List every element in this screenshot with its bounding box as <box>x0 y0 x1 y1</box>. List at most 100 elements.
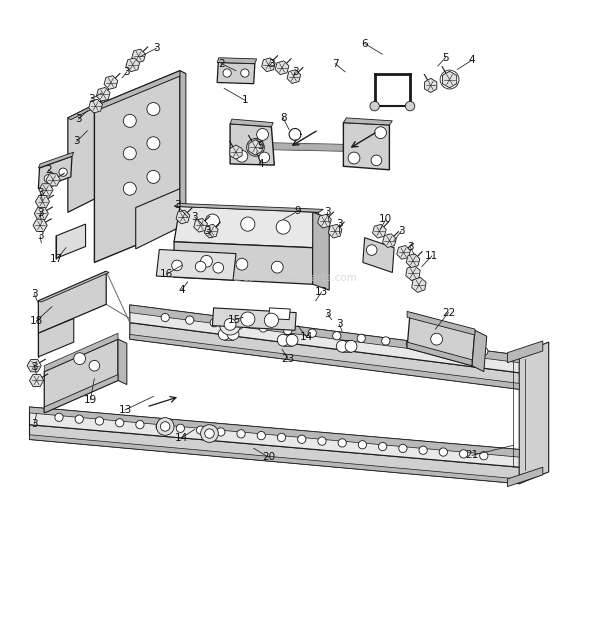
Polygon shape <box>407 311 475 335</box>
Text: 13: 13 <box>119 405 132 415</box>
Circle shape <box>74 353 86 364</box>
Text: 16: 16 <box>160 269 173 279</box>
Polygon shape <box>96 87 110 101</box>
Text: 3: 3 <box>398 226 405 236</box>
Text: 13: 13 <box>315 287 328 297</box>
Text: 8: 8 <box>280 113 287 123</box>
Circle shape <box>276 220 290 234</box>
Circle shape <box>75 415 83 424</box>
Circle shape <box>224 318 236 331</box>
Text: 4: 4 <box>178 285 185 295</box>
Polygon shape <box>46 174 60 186</box>
Polygon shape <box>442 71 457 88</box>
Polygon shape <box>130 334 519 389</box>
Text: 3: 3 <box>268 59 275 69</box>
Circle shape <box>217 428 225 436</box>
Polygon shape <box>180 71 186 231</box>
Text: 3: 3 <box>31 362 38 372</box>
Circle shape <box>382 337 390 345</box>
Text: 4: 4 <box>257 159 264 169</box>
Polygon shape <box>44 375 118 413</box>
Polygon shape <box>174 206 319 248</box>
Text: 3: 3 <box>204 226 211 236</box>
Polygon shape <box>38 152 74 168</box>
Text: ereplacementparts.com: ereplacementparts.com <box>232 273 358 283</box>
Polygon shape <box>38 271 109 302</box>
Text: 3: 3 <box>153 43 160 54</box>
Polygon shape <box>104 76 118 89</box>
Polygon shape <box>406 266 420 281</box>
Polygon shape <box>56 224 86 259</box>
Polygon shape <box>130 322 543 389</box>
Circle shape <box>136 420 144 429</box>
Text: 10: 10 <box>379 215 392 224</box>
Text: 3: 3 <box>123 67 130 77</box>
Text: 1: 1 <box>241 95 248 105</box>
Circle shape <box>284 326 292 334</box>
Polygon shape <box>507 467 543 487</box>
Circle shape <box>431 342 439 350</box>
Circle shape <box>399 444 407 452</box>
Polygon shape <box>275 61 289 75</box>
Polygon shape <box>382 234 396 247</box>
Circle shape <box>223 69 231 77</box>
Polygon shape <box>343 118 392 125</box>
Circle shape <box>147 171 160 183</box>
Circle shape <box>235 321 243 329</box>
Circle shape <box>277 433 286 441</box>
Polygon shape <box>94 71 186 109</box>
Polygon shape <box>343 122 389 170</box>
Text: 14: 14 <box>300 333 313 342</box>
Polygon shape <box>174 242 313 284</box>
Text: 3: 3 <box>291 67 299 77</box>
Polygon shape <box>27 359 41 372</box>
Circle shape <box>259 152 270 162</box>
Polygon shape <box>118 339 127 385</box>
Polygon shape <box>230 119 273 127</box>
Text: 7: 7 <box>332 59 339 69</box>
Text: 9: 9 <box>294 206 301 216</box>
Circle shape <box>338 439 346 447</box>
Polygon shape <box>507 341 543 362</box>
Polygon shape <box>30 425 543 483</box>
Circle shape <box>480 347 488 355</box>
Circle shape <box>455 345 463 353</box>
Polygon shape <box>407 342 472 366</box>
Polygon shape <box>363 238 394 273</box>
Polygon shape <box>217 62 255 83</box>
Polygon shape <box>132 49 146 63</box>
Polygon shape <box>38 156 72 189</box>
Circle shape <box>241 217 255 231</box>
Polygon shape <box>261 58 276 71</box>
Text: 5: 5 <box>442 53 449 62</box>
Polygon shape <box>230 124 274 165</box>
Text: 3: 3 <box>191 212 198 222</box>
Circle shape <box>147 103 160 115</box>
Circle shape <box>406 340 414 348</box>
Polygon shape <box>407 313 475 366</box>
Circle shape <box>241 312 255 326</box>
Circle shape <box>431 333 442 345</box>
Polygon shape <box>412 277 426 292</box>
Text: 23: 23 <box>281 354 294 364</box>
Polygon shape <box>88 99 103 113</box>
Circle shape <box>123 147 136 160</box>
Text: 4: 4 <box>468 55 476 65</box>
Circle shape <box>201 255 212 267</box>
Text: 3: 3 <box>37 188 44 198</box>
Text: 3: 3 <box>73 136 80 147</box>
Polygon shape <box>212 308 296 331</box>
Circle shape <box>201 425 218 443</box>
Text: 3: 3 <box>407 241 414 252</box>
Circle shape <box>480 452 488 460</box>
Text: 18: 18 <box>30 316 43 326</box>
Circle shape <box>195 261 206 272</box>
Circle shape <box>160 422 170 431</box>
Polygon shape <box>406 254 420 268</box>
Circle shape <box>318 437 326 445</box>
Polygon shape <box>35 196 50 208</box>
Circle shape <box>147 137 160 150</box>
Polygon shape <box>44 333 118 371</box>
Circle shape <box>345 340 357 352</box>
Text: 3: 3 <box>31 289 38 299</box>
